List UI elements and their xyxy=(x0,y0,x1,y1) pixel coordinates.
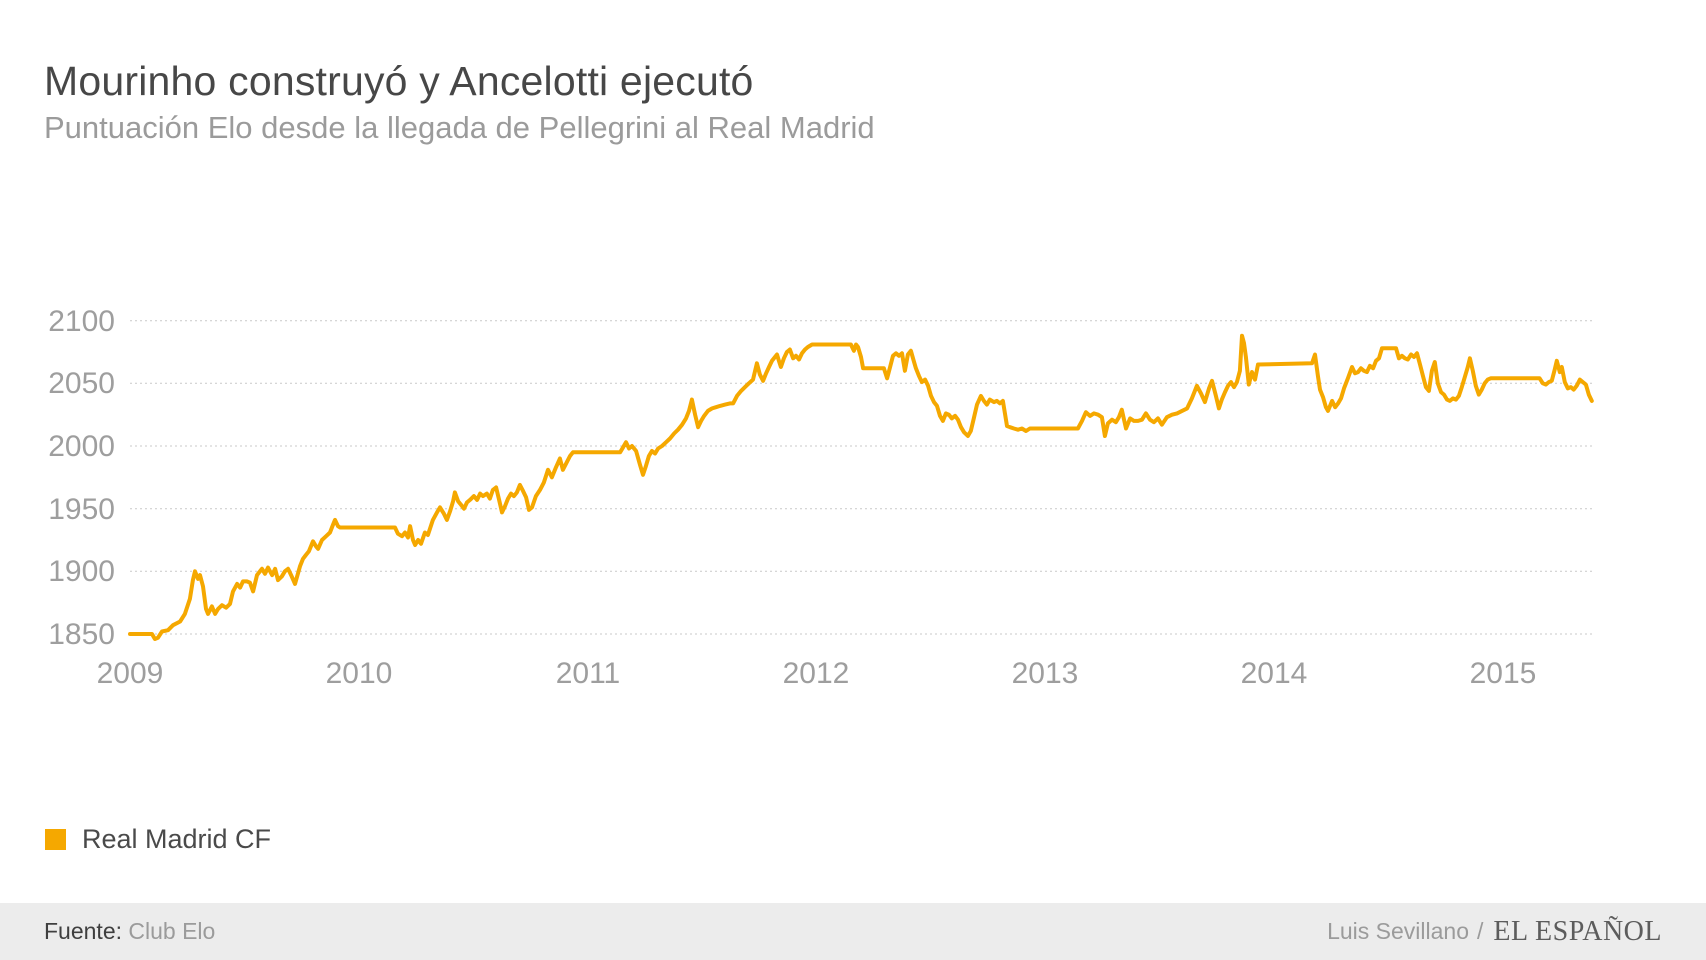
legend-label: Real Madrid CF xyxy=(82,824,272,854)
y-axis-label-1950: 1950 xyxy=(48,493,115,526)
credit-author: Luis Sevillano xyxy=(1327,918,1469,944)
x-axis-label-2011: 2011 xyxy=(555,657,621,690)
author-credit: Luis Sevillano / EL ESPAÑOL xyxy=(1327,916,1662,948)
x-axis-label-2012: 2012 xyxy=(782,657,850,690)
footer: Fuente: Club Elo Luis Sevillano / EL ESP… xyxy=(0,903,1706,960)
x-axis-label-2009: 2009 xyxy=(96,657,164,690)
legend-swatch xyxy=(45,829,66,850)
y-axis-label-1900: 1900 xyxy=(48,555,115,588)
y-axis-label-1850: 1850 xyxy=(48,618,115,651)
y-axis-label-2050: 2050 xyxy=(48,367,115,400)
source-label: Fuente: xyxy=(44,918,122,944)
legend: Real Madrid CF xyxy=(45,824,271,855)
page-subtitle: Puntuación Elo desde la llegada de Pelle… xyxy=(44,110,875,145)
y-axis-label-2000: 2000 xyxy=(48,430,115,463)
brand-wordmark: EL ESPAÑOL xyxy=(1493,915,1662,947)
x-axis-label-2010: 2010 xyxy=(325,657,393,690)
x-axis-label-2014: 2014 xyxy=(1240,657,1308,690)
y-axis-label-2100: 2100 xyxy=(48,305,115,338)
x-axis-label-2013: 2013 xyxy=(1011,657,1079,690)
x-axis-label-2015: 2015 xyxy=(1469,657,1537,690)
page-title: Mourinho construyó y Ancelotti ejecutó xyxy=(44,58,754,104)
real-madrid-cf-line xyxy=(128,333,1594,641)
credit-separator: / xyxy=(1476,918,1484,944)
source-credit: Fuente: Club Elo xyxy=(44,918,215,945)
source-name: Club Elo xyxy=(128,918,216,944)
